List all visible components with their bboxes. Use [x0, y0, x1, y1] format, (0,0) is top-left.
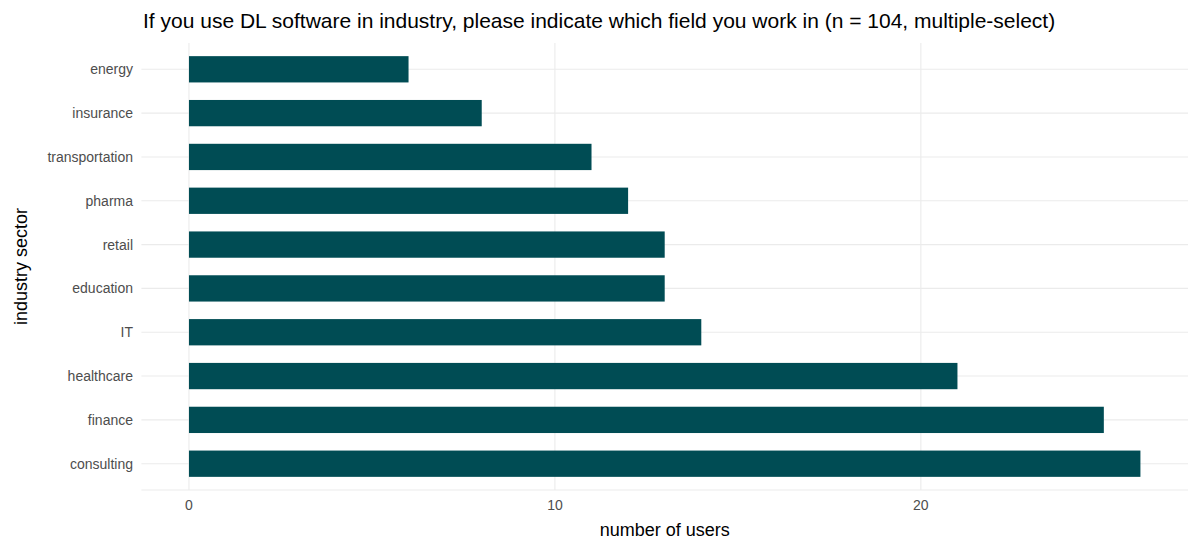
bars — [189, 56, 1140, 477]
y-tick-label: insurance — [72, 105, 133, 121]
bar — [189, 319, 701, 345]
y-tick-label: IT — [121, 324, 134, 340]
x-tick-label: 20 — [913, 497, 929, 513]
y-tick-label: finance — [88, 412, 133, 428]
y-tick-label: energy — [90, 61, 133, 77]
bar — [189, 100, 482, 126]
bar — [189, 56, 409, 82]
y-tick-label: retail — [103, 237, 133, 253]
chart-title: If you use DL software in industry, plea… — [143, 9, 1055, 32]
y-tick-label: education — [72, 280, 133, 296]
y-axis-title: industry sector — [11, 208, 31, 325]
x-axis-line — [141, 490, 1188, 491]
y-tick-label: transportation — [47, 149, 133, 165]
bar — [189, 188, 628, 214]
y-tick-label: pharma — [86, 193, 134, 209]
bar — [189, 451, 1140, 477]
x-tick-label: 0 — [185, 497, 193, 513]
bar — [189, 275, 665, 301]
bar — [189, 231, 665, 257]
bar — [189, 363, 957, 389]
y-tick-label: consulting — [70, 456, 133, 472]
y-tick-label: healthcare — [68, 368, 134, 384]
bar — [189, 144, 592, 170]
bar — [189, 407, 1104, 433]
chart: energy insurance transportation pharma retai… — [0, 0, 1200, 551]
x-tick-label: 10 — [547, 497, 563, 513]
x-axis-title: number of users — [600, 520, 730, 540]
